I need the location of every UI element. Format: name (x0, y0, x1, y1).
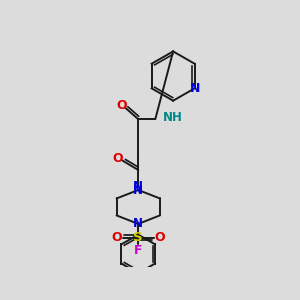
Text: N: N (133, 218, 143, 230)
Text: O: O (154, 231, 165, 244)
Text: O: O (111, 231, 122, 244)
Text: N: N (133, 184, 143, 196)
Text: N: N (189, 82, 200, 95)
Text: F: F (134, 244, 142, 256)
Text: NH: NH (163, 111, 183, 124)
Text: O: O (116, 99, 127, 112)
Text: S: S (134, 231, 143, 244)
Text: O: O (112, 152, 123, 165)
Text: N: N (133, 180, 143, 194)
